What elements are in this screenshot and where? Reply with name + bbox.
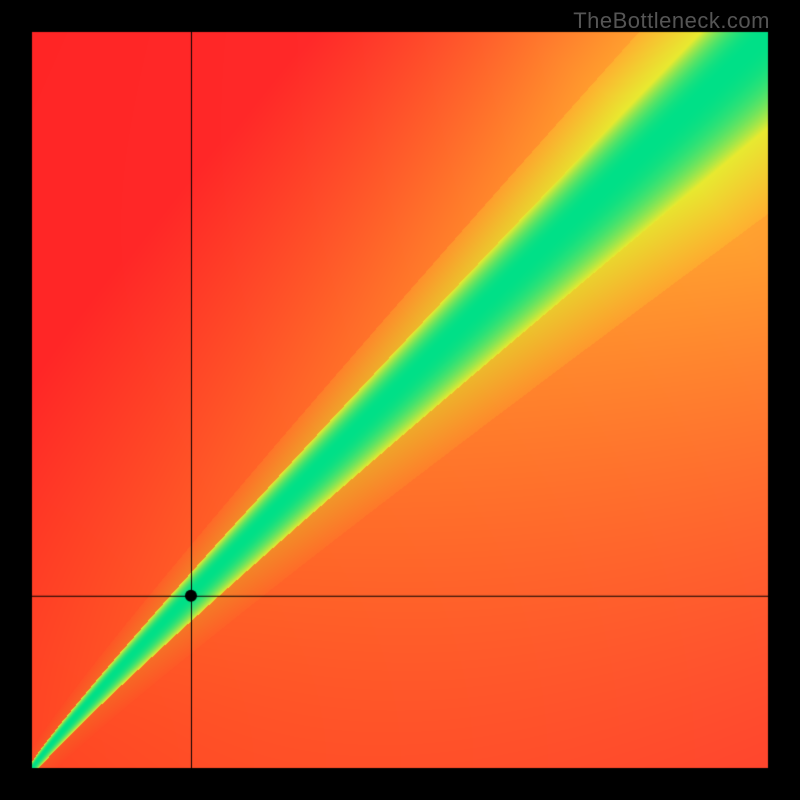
watermark-text: TheBottleneck.com — [573, 8, 770, 34]
bottleneck-heatmap-canvas — [0, 0, 800, 800]
chart-container: TheBottleneck.com — [0, 0, 800, 800]
